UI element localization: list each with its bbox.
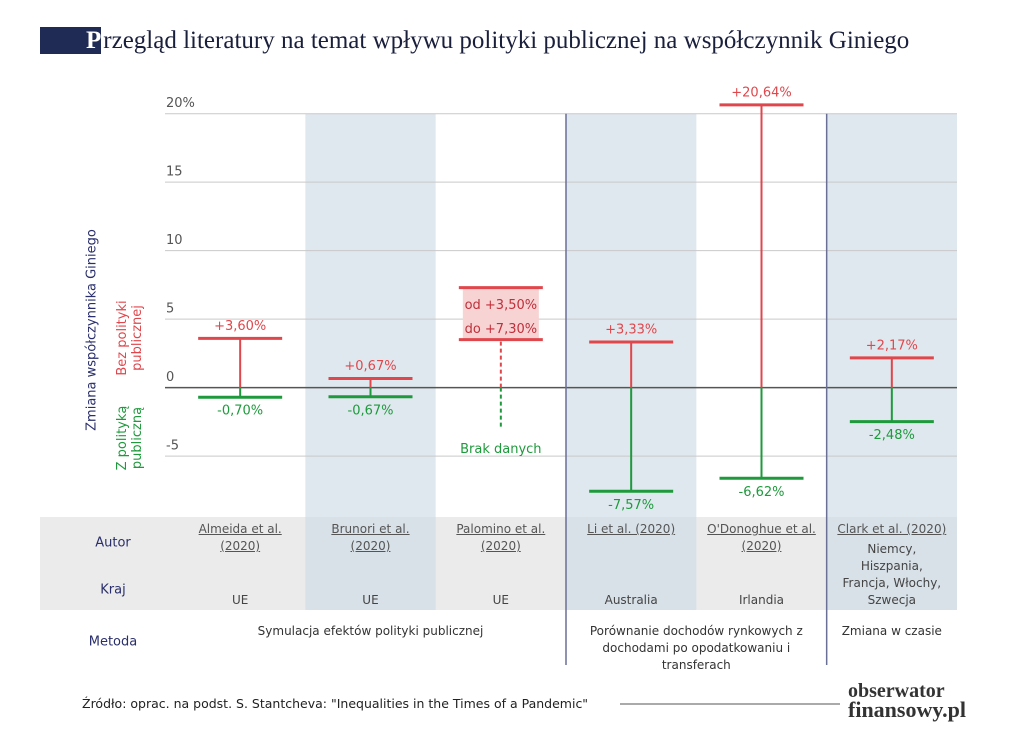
row-label: Metoda xyxy=(88,634,138,650)
value-label: +0,67% xyxy=(344,359,396,374)
author: Clark et al. (2020) xyxy=(837,522,947,536)
country: UE xyxy=(492,593,509,607)
value-label: do +7,30% xyxy=(465,322,538,337)
value-label: +3,60% xyxy=(214,319,266,334)
value-label: +20,64% xyxy=(731,85,791,100)
value-label: -0,67% xyxy=(348,403,394,418)
table-column: Li et al. (2020) Australia xyxy=(576,521,686,609)
y-tick-label: 15 xyxy=(166,165,183,180)
column-shade xyxy=(305,113,436,517)
source: Źródło: oprac. na podst. S. Stantcheva: … xyxy=(82,696,589,711)
method: Porównanie dochodów rynkowych z dochodam… xyxy=(589,624,803,672)
author: O'Donoghue et al. (2020) xyxy=(707,522,816,553)
table-shade xyxy=(826,517,957,610)
table-bg xyxy=(40,517,957,610)
value-label: Brak danych xyxy=(460,442,541,457)
country: UE xyxy=(362,593,379,607)
method: Symulacja efektów polityki publicznej xyxy=(257,624,484,638)
author: Palomino et al. (2020) xyxy=(456,522,546,553)
author: Brunori et al. (2020) xyxy=(331,522,410,553)
table-shade xyxy=(305,517,436,610)
row-label: Kraj xyxy=(100,582,126,598)
author: Almeida et al. (2020) xyxy=(198,522,282,553)
column-shade xyxy=(826,113,957,517)
value-label: -2,48% xyxy=(869,428,915,443)
y-tick-label: 5 xyxy=(166,302,174,317)
table-column: Brunori et al. (2020) UE xyxy=(315,521,425,609)
y-tick-label: 0 xyxy=(166,370,174,385)
table-column: Almeida et al. (2020) UE xyxy=(185,521,295,609)
country: Australia xyxy=(604,593,658,607)
row-label: Autor xyxy=(95,535,131,551)
y-tick-label: 10 xyxy=(166,233,183,248)
value-label: +3,33% xyxy=(605,323,657,338)
table-shade xyxy=(566,517,697,610)
value-label: +2,17% xyxy=(866,338,918,353)
table-column: Clark et al. (2020) Niemcy, Hiszpania, Fr… xyxy=(837,521,947,609)
y-tick-label: 20% xyxy=(166,96,195,111)
logo: finansowy.pl xyxy=(848,697,966,722)
value-label: od +3,50% xyxy=(465,298,538,313)
country: Irlandia xyxy=(738,593,785,607)
value-label: -7,57% xyxy=(608,498,654,513)
author: Li et al. (2020) xyxy=(587,522,676,536)
legend-entry: Z polityką publiczną xyxy=(115,405,145,471)
chart-title: Przegląd literatury na temat wpływu poli… xyxy=(86,27,910,54)
country: UE xyxy=(231,593,249,607)
value-label: -0,70% xyxy=(217,404,263,419)
y-tick-label: -5 xyxy=(166,439,179,454)
table-column: O'Donoghue et al. (2020) Irlandia xyxy=(706,521,816,609)
value-label: -6,62% xyxy=(739,485,785,500)
legend-entry: Bez polityki publicznej xyxy=(115,300,145,376)
table-column: Palomino et al. (2020) UE xyxy=(446,521,556,609)
method: Zmiana w czasie xyxy=(841,624,942,638)
logo: obserwator xyxy=(848,680,945,702)
range-box xyxy=(462,287,539,340)
y-axis-label: Zmiana współczynnika Giniego xyxy=(84,229,100,431)
country: Niemcy, Hiszpania, Francja, Włochy, Szwe… xyxy=(842,542,942,607)
